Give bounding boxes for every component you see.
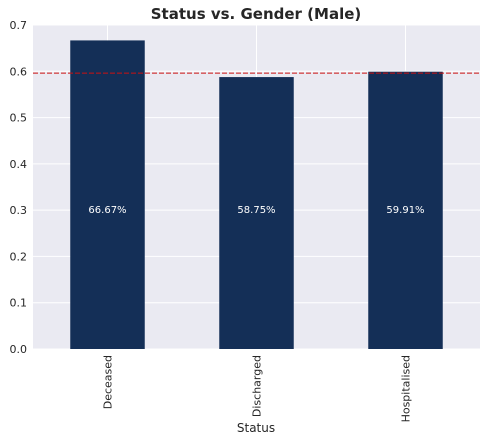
y-tick-label: 0.0 [10, 343, 28, 356]
x-axis-ticks: Deceased Discharged Hospitalised [102, 355, 413, 422]
bars [70, 40, 443, 350]
y-tick-label: 0.2 [10, 250, 28, 263]
bar [70, 40, 145, 349]
y-tick-label: 0.4 [10, 158, 28, 171]
data-labels: 66.67% 58.75% 59.91% [88, 205, 424, 216]
y-tick-label: 0.1 [10, 297, 28, 310]
bar-value-label: 59.91% [386, 205, 424, 216]
bar-value-label: 58.75% [237, 205, 275, 216]
bar-value-label: 66.67% [88, 205, 126, 216]
y-tick-label: 0.5 [10, 112, 28, 125]
y-tick-label: 0.7 [10, 19, 28, 32]
x-tick-label: Hospitalised [400, 355, 413, 422]
y-tick-label: 0.6 [10, 65, 28, 78]
bar [219, 77, 294, 350]
y-tick-label: 0.3 [10, 204, 28, 217]
x-tick-label: Deceased [102, 355, 115, 409]
chart-title: Status vs. Gender (Male) [151, 5, 362, 23]
x-axis-label: Status [237, 421, 275, 435]
x-tick-label: Discharged [251, 355, 264, 417]
bar [368, 71, 443, 350]
y-axis-ticks: 0.0 0.1 0.2 0.3 0.4 0.5 0.6 0.7 [10, 19, 28, 356]
